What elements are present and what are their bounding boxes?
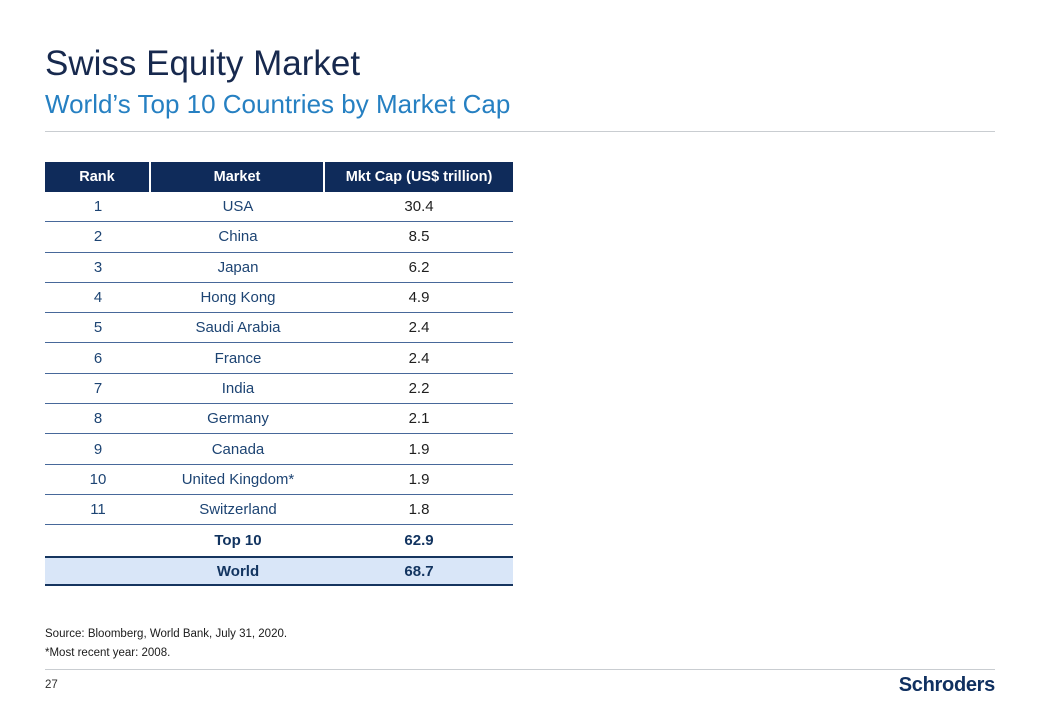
market-cell: India bbox=[221, 379, 255, 397]
page-title: Swiss Equity Market bbox=[45, 44, 361, 83]
cap-cell: 1.9 bbox=[408, 440, 430, 458]
market-cell: United Kingdom* bbox=[181, 470, 295, 488]
table-row: 8 Germany 2.1 bbox=[45, 404, 513, 435]
footnote-asterisk: *Most recent year: 2008. bbox=[45, 647, 171, 659]
cap-cell: 30.4 bbox=[404, 198, 434, 216]
cap-cell: 1.9 bbox=[408, 470, 430, 488]
top10-total-row: Top 10 62.9 bbox=[45, 525, 513, 556]
rank-cell: 9 bbox=[93, 440, 103, 458]
rank-cell: 3 bbox=[93, 258, 103, 276]
market-cell: Japan bbox=[217, 258, 259, 276]
table-header-row: Rank Market Mkt Cap (US$ trillion) bbox=[45, 162, 513, 192]
cap-cell: 2.2 bbox=[408, 379, 430, 397]
title-divider bbox=[45, 131, 995, 132]
market-cell: Canada bbox=[211, 440, 265, 458]
cap-cell: 8.5 bbox=[408, 228, 430, 246]
rank-cell: 10 bbox=[89, 470, 107, 488]
cap-cell: 6.2 bbox=[408, 258, 430, 276]
column-header: Rank bbox=[45, 162, 149, 192]
cap-cell: 4.9 bbox=[408, 289, 430, 307]
cap-cell: 2.4 bbox=[408, 349, 430, 367]
table-row: 9 Canada 1.9 bbox=[45, 434, 513, 465]
market-cap-table: Rank Market Mkt Cap (US$ trillion) 1 USA 30.… bbox=[45, 162, 513, 587]
market-cell: Hong Kong bbox=[200, 289, 276, 307]
source-note: Source: Bloomberg, World Bank, July 31, … bbox=[45, 628, 288, 640]
table-row: 4 Hong Kong 4.9 bbox=[45, 283, 513, 314]
footer-divider bbox=[45, 669, 995, 670]
rank-cell: 6 bbox=[93, 349, 103, 367]
cap-cell: 2.1 bbox=[408, 410, 430, 428]
market-cell: Saudi Arabia bbox=[195, 319, 281, 337]
market-cell: France bbox=[214, 349, 262, 367]
cap-cell: 68.7 bbox=[404, 562, 434, 580]
rank-cell: 2 bbox=[93, 228, 103, 246]
rank-cell: 4 bbox=[93, 289, 103, 307]
market-cell: USA bbox=[222, 198, 254, 216]
table-row: 1 USA 30.4 bbox=[45, 192, 513, 223]
rank-cell: 11 bbox=[90, 501, 106, 519]
table-row: 11 Switzerland 1.8 bbox=[45, 495, 513, 526]
rank-cell: 7 bbox=[93, 379, 103, 397]
market-cell: China bbox=[218, 228, 258, 246]
world-total-row: World 68.7 bbox=[45, 556, 513, 587]
cap-cell: 62.9 bbox=[404, 532, 434, 550]
market-cell: Top 10 bbox=[214, 532, 262, 550]
table-row: 7 India 2.2 bbox=[45, 374, 513, 405]
table-row: 10 United Kingdom* 1.9 bbox=[45, 465, 513, 495]
table-body: 1 USA 30.4 2 China 8.5 3 Japan 6.2 4 Hong Kong 4.9 5… bbox=[45, 192, 513, 587]
rank-cell: 1 bbox=[93, 198, 103, 216]
page-number: 27 bbox=[45, 679, 58, 691]
market-cell: Germany bbox=[207, 410, 269, 428]
market-cell: World bbox=[216, 562, 260, 580]
rank-cell: 5 bbox=[93, 319, 103, 337]
column-header: Mkt Cap (US$ trillion) bbox=[325, 162, 513, 192]
table-row: 6 France 2.4 bbox=[45, 343, 513, 374]
schroders-logo: Schroders bbox=[898, 674, 996, 696]
cap-cell: 2.4 bbox=[408, 319, 430, 337]
page-subtitle: World’s Top 10 Countries by Market Cap bbox=[45, 89, 511, 119]
column-header: Market bbox=[151, 162, 323, 192]
table-row: 5 Saudi Arabia 2.4 bbox=[45, 313, 513, 344]
table-row: 3 Japan 6.2 bbox=[45, 253, 513, 283]
rank-cell: 8 bbox=[93, 410, 103, 428]
cap-cell: 1.8 bbox=[408, 501, 430, 519]
market-cell: Switzerland bbox=[199, 501, 277, 519]
table-row: 2 China 8.5 bbox=[45, 222, 513, 253]
